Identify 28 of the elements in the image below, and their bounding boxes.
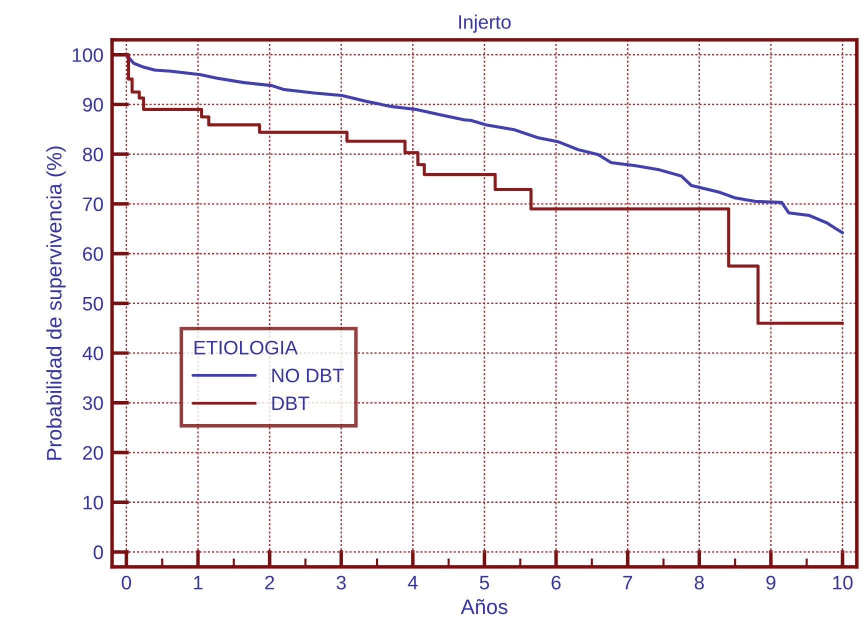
x-tick-label: 1 [194, 576, 202, 590]
y-tick-label: 70 [83, 197, 103, 212]
x-axis-title: Años [460, 599, 508, 614]
x-tick-label: 9 [766, 576, 776, 590]
y-tick-label: 10 [84, 496, 103, 510]
x-tick-label: 6 [552, 576, 561, 590]
x-tick-label: 2 [265, 576, 274, 590]
y-tick-label: 50 [82, 296, 103, 311]
x-tick-label: 0 [122, 576, 132, 590]
y-tick-label: 40 [82, 346, 103, 360]
chart-title: Injerto [459, 14, 511, 33]
x-tick-label: 5 [480, 576, 490, 590]
y-tick-label: 0 [94, 545, 103, 560]
x-tick-label: 3 [336, 576, 346, 590]
y-axis-title: Probabilidad de supervivencia (%) [46, 146, 66, 460]
y-tick-label: 100 [72, 48, 103, 62]
legend-title: ETIOLOGIA [194, 340, 298, 355]
legend-label: DBT [272, 396, 310, 410]
x-tick-label: 7 [623, 576, 632, 590]
y-tick-label: 30 [82, 396, 103, 410]
y-tick-label: 80 [82, 148, 103, 162]
y-tick-label: 90 [83, 98, 103, 112]
x-tick-label: 4 [408, 576, 418, 590]
x-tick-label: 10 [833, 576, 853, 590]
y-tick-label: 20 [83, 446, 103, 460]
x-tick-label: 8 [694, 576, 704, 590]
legend-label: NO DBT [272, 368, 344, 382]
y-tick-label: 60 [83, 247, 103, 261]
